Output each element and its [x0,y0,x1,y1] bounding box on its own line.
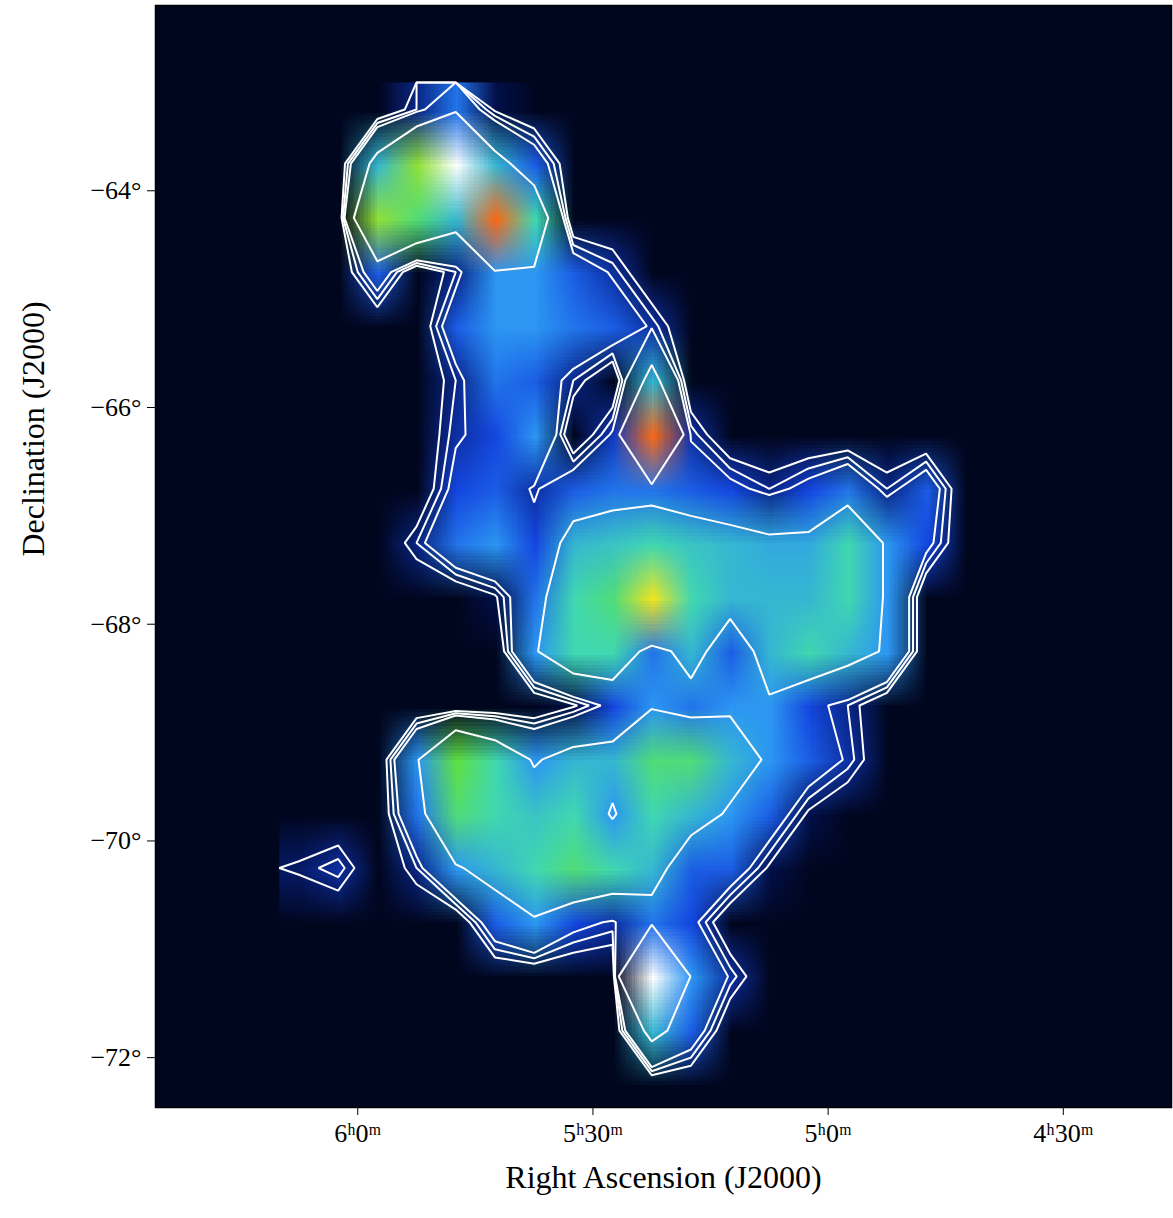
svg-text:−64°: −64° [90,176,141,205]
svg-text:−72°: −72° [90,1043,141,1072]
svg-text:6ʰ0ᵐ: 6ʰ0ᵐ [334,1119,381,1148]
svg-text:Declination (J2000): Declination (J2000) [15,301,51,556]
svg-text:−68°: −68° [90,610,141,639]
svg-text:−66°: −66° [90,393,141,422]
svg-text:−70°: −70° [90,826,141,855]
svg-text:4ʰ30ᵐ: 4ʰ30ᵐ [1033,1119,1093,1148]
svg-text:5ʰ30ᵐ: 5ʰ30ᵐ [563,1119,623,1148]
svg-text:5ʰ0ᵐ: 5ʰ0ᵐ [805,1119,852,1148]
svg-text:Right Ascension (J2000): Right Ascension (J2000) [505,1159,821,1195]
